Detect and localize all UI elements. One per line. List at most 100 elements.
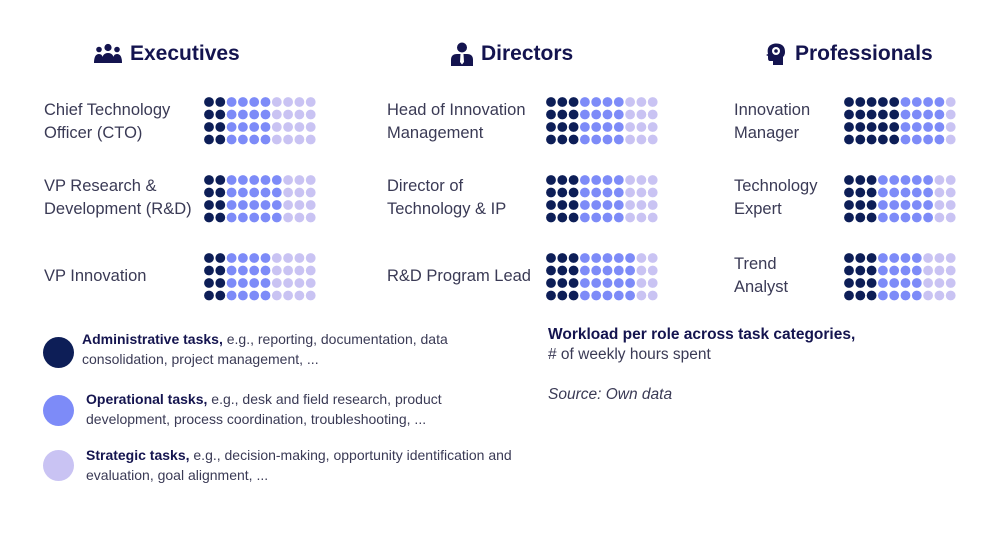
waffle-dot-administrative [215, 97, 226, 107]
waffle-dot-operational [900, 122, 911, 132]
waffle-dot-strategic [945, 97, 956, 107]
waffle-dot-strategic [636, 253, 647, 263]
waffle-dot-strategic [647, 187, 658, 198]
waffle-dot-operational [613, 253, 624, 263]
waffle-dot-administrative [568, 253, 579, 263]
waffle-dot-strategic [294, 278, 305, 288]
waffle-dot-administrative [204, 134, 214, 145]
header-professionals: Professionals [765, 42, 933, 66]
waffle-dot-strategic [294, 265, 305, 276]
waffle-dot-administrative [855, 187, 866, 198]
waffle-dot-operational [260, 175, 271, 185]
waffle-dot-strategic [636, 175, 647, 185]
waffle-dot-operational [226, 134, 237, 145]
waffle-dot-strategic [934, 175, 945, 185]
waffle-innovation-manager [844, 97, 956, 145]
waffle-dot-strategic [283, 212, 293, 223]
waffle-dot-strategic [271, 290, 282, 301]
waffle-dot-operational [911, 109, 922, 120]
waffle-dot-administrative [215, 122, 226, 132]
waffle-dot-operational [878, 200, 888, 210]
waffle-dot-operational [900, 253, 911, 263]
role-label-head-innovation: Head of Innovation Management [387, 99, 557, 145]
legend-name: Strategic tasks, [86, 447, 190, 463]
waffle-dot-administrative [204, 212, 214, 223]
waffle-dot-operational [911, 187, 922, 198]
role-label-rd-program-lead: R&D Program Lead [387, 265, 557, 288]
waffle-dot-operational [238, 134, 248, 145]
waffle-dot-strategic [923, 265, 933, 276]
waffle-dot-operational [934, 97, 945, 107]
waffle-dot-strategic [945, 212, 956, 223]
waffle-dot-operational [591, 290, 602, 301]
waffle-dot-operational [260, 212, 271, 223]
waffle-dot-administrative [557, 265, 568, 276]
waffle-dot-strategic [636, 97, 647, 107]
waffle-dot-strategic [945, 109, 956, 120]
header-executives: Executives [94, 42, 240, 66]
label-line: VP Innovation [44, 267, 147, 285]
waffle-dot-strategic [271, 253, 282, 263]
waffle-dot-operational [900, 175, 911, 185]
legend-administrative: Administrative tasks, e.g., reporting, d… [82, 329, 512, 369]
legend-desc: e.g., reporting, documentation, data con… [82, 331, 448, 367]
waffle-dot-operational [249, 200, 260, 210]
waffle-dot-strategic [305, 175, 316, 185]
waffle-dot-operational [878, 212, 888, 223]
legend-operational: Operational tasks, e.g., desk and field … [86, 389, 516, 429]
waffle-dot-strategic [305, 109, 316, 120]
waffle-dot-administrative [215, 265, 226, 276]
waffle-dot-strategic [294, 175, 305, 185]
waffle-dot-operational [591, 265, 602, 276]
waffle-dot-operational [238, 212, 248, 223]
waffle-dot-strategic [305, 97, 316, 107]
waffle-dot-strategic [283, 175, 293, 185]
waffle-dot-operational [580, 175, 590, 185]
waffle-dot-strategic [636, 134, 647, 145]
waffle-dot-administrative [204, 200, 214, 210]
waffle-dot-operational [238, 175, 248, 185]
waffle-dot-operational [602, 187, 613, 198]
waffle-dot-operational [923, 122, 933, 132]
waffle-dot-strategic [647, 278, 658, 288]
waffle-dot-operational [260, 122, 271, 132]
manager-icon [451, 42, 473, 66]
waffle-dot-administrative [557, 187, 568, 198]
waffle-dot-operational [889, 187, 900, 198]
waffle-dot-administrative [557, 134, 568, 145]
waffle-dot-administrative [546, 122, 556, 132]
waffle-dot-operational [878, 175, 888, 185]
waffle-dot-operational [249, 97, 260, 107]
waffle-dot-operational [226, 175, 237, 185]
waffle-dot-operational [911, 212, 922, 223]
waffle-dot-operational [889, 253, 900, 263]
waffle-dot-operational [900, 97, 911, 107]
legend-dot-strategic [43, 450, 74, 481]
waffle-dot-operational [580, 290, 590, 301]
waffle-dot-administrative [889, 134, 900, 145]
waffle-dot-operational [900, 109, 911, 120]
waffle-dot-operational [260, 134, 271, 145]
label-line: Head of Innovation [387, 101, 526, 119]
waffle-dot-operational [923, 175, 933, 185]
waffle-dot-administrative [866, 175, 877, 185]
waffle-dot-strategic [271, 265, 282, 276]
waffle-dot-operational [900, 134, 911, 145]
waffle-director-tech [546, 175, 658, 223]
waffle-dot-administrative [568, 109, 579, 120]
waffle-dot-operational [271, 212, 282, 223]
waffle-dot-administrative [568, 278, 579, 288]
waffle-dot-strategic [945, 278, 956, 288]
waffle-dot-administrative [215, 278, 226, 288]
waffle-dot-operational [591, 175, 602, 185]
waffle-dot-strategic [305, 200, 316, 210]
waffle-dot-administrative [844, 122, 854, 132]
waffle-dot-operational [271, 175, 282, 185]
waffle-dot-administrative [557, 109, 568, 120]
waffle-dot-operational [249, 253, 260, 263]
waffle-dot-administrative [546, 212, 556, 223]
waffle-dot-strategic [636, 122, 647, 132]
legend-dot-operational [43, 395, 74, 426]
waffle-dot-administrative [866, 290, 877, 301]
waffle-dot-operational [271, 200, 282, 210]
